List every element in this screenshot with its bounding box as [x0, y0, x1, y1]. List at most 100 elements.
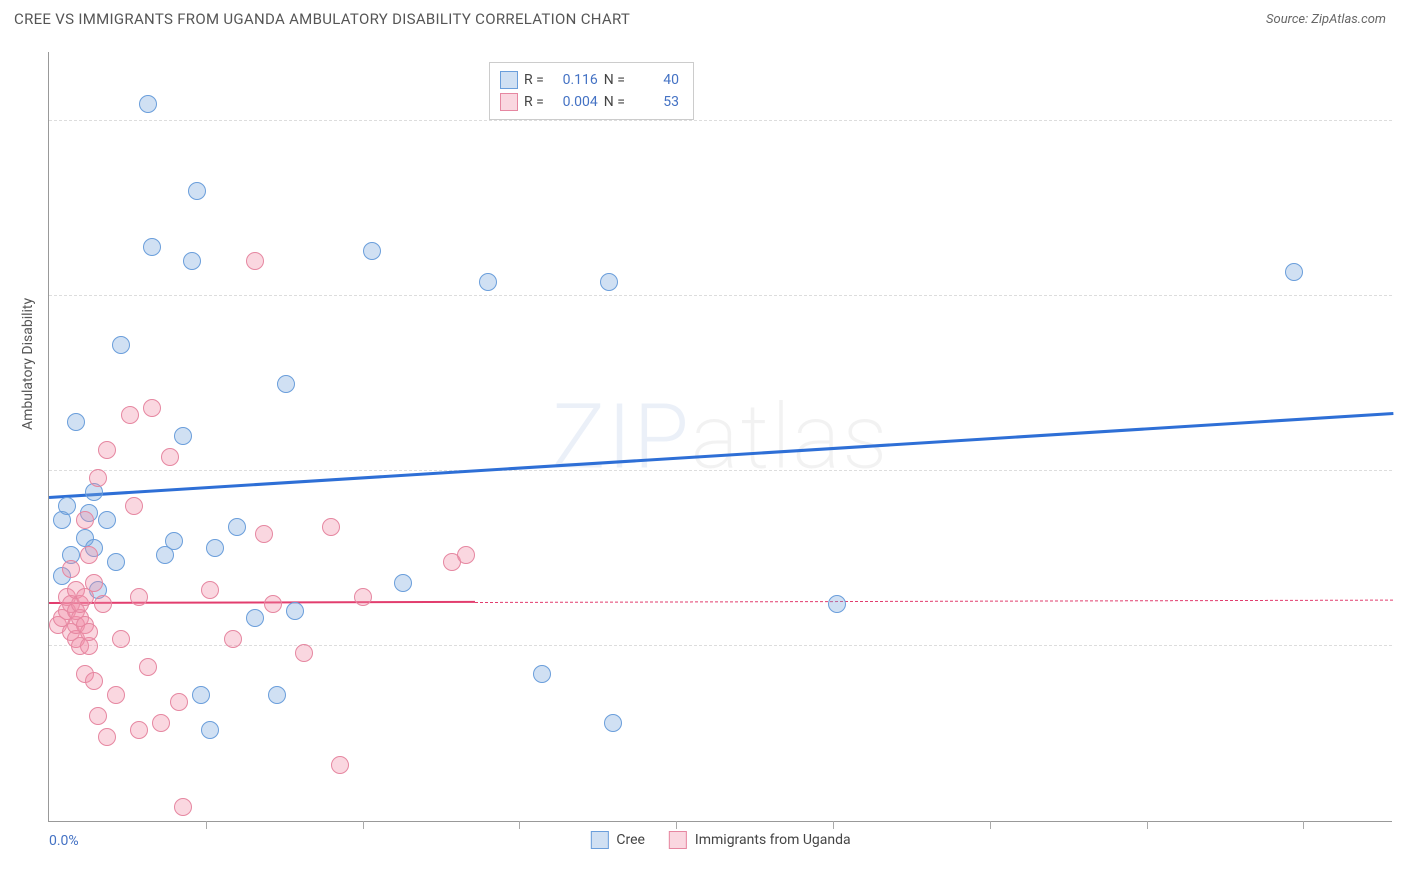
legend-swatch-cree [500, 71, 518, 89]
legend-item-uganda: Immigrants from Uganda [669, 831, 851, 849]
data-point [246, 252, 264, 270]
x-tick [363, 821, 364, 829]
legend-swatch-uganda [669, 831, 687, 849]
data-point [394, 574, 412, 592]
data-point [268, 686, 286, 704]
data-point [457, 546, 475, 564]
data-point [152, 714, 170, 732]
data-point [98, 511, 116, 529]
data-point [286, 602, 304, 620]
source-label: Source: ZipAtlas.com [1266, 12, 1386, 27]
data-point [1285, 263, 1303, 281]
data-point [183, 252, 201, 270]
data-point [174, 427, 192, 445]
data-point [206, 539, 224, 557]
data-point [107, 686, 125, 704]
data-point [98, 441, 116, 459]
chart-plot-area: ZIPatlas R = 0.116 N = 40 R = 0.004 N = … [48, 52, 1392, 822]
data-point [112, 336, 130, 354]
legend-swatch-uganda [500, 93, 518, 111]
data-point [130, 588, 148, 606]
data-point [58, 497, 76, 515]
data-point [224, 630, 242, 648]
legend-n-value-uganda: 53 [631, 94, 679, 110]
data-point [165, 532, 183, 550]
data-point [192, 686, 210, 704]
data-point [67, 413, 85, 431]
data-point [533, 665, 551, 683]
legend-n-label: N = [604, 94, 625, 110]
data-point [85, 672, 103, 690]
legend-r-label: R = [524, 94, 544, 110]
data-point [139, 658, 157, 676]
legend-stats: R = 0.116 N = 40 R = 0.004 N = 53 [489, 62, 694, 120]
data-point [85, 574, 103, 592]
data-point [255, 525, 273, 543]
plot-canvas: 5.0%10.0%15.0%20.0% [49, 52, 1392, 821]
gridline [49, 295, 1392, 296]
legend-r-value-cree: 0.116 [550, 72, 598, 88]
legend-n-value-cree: 40 [631, 72, 679, 88]
data-point [188, 182, 206, 200]
data-point [828, 595, 846, 613]
data-point [170, 693, 188, 711]
data-point [121, 406, 139, 424]
legend-swatch-cree [590, 831, 608, 849]
legend-stats-row: R = 0.116 N = 40 [500, 69, 679, 91]
data-point [600, 273, 618, 291]
legend-label-cree: Cree [616, 832, 645, 848]
data-point [264, 595, 282, 613]
data-point [80, 623, 98, 641]
data-point [322, 518, 340, 536]
data-point [94, 595, 112, 613]
data-point [354, 588, 372, 606]
x-tick [990, 821, 991, 829]
data-point [174, 798, 192, 816]
x-tick [833, 821, 834, 829]
data-point [62, 560, 80, 578]
data-point [201, 721, 219, 739]
data-point [130, 721, 148, 739]
trend-line [49, 412, 1393, 499]
data-point [479, 273, 497, 291]
legend-item-cree: Cree [590, 831, 645, 849]
data-point [89, 707, 107, 725]
x-tick [206, 821, 207, 829]
data-point [139, 95, 157, 113]
data-point [295, 644, 313, 662]
data-point [76, 511, 94, 529]
data-point [89, 469, 107, 487]
x-tick [519, 821, 520, 829]
data-point [80, 546, 98, 564]
data-point [143, 238, 161, 256]
chart-title: CREE VS IMMIGRANTS FROM UGANDA AMBULATOR… [14, 10, 630, 28]
data-point [246, 609, 264, 627]
gridline [49, 120, 1392, 121]
data-point [98, 728, 116, 746]
data-point [363, 242, 381, 260]
data-point [125, 497, 143, 515]
x-tick [1303, 821, 1304, 829]
gridline [49, 470, 1392, 471]
x-tick [1147, 821, 1148, 829]
legend-series: Cree Immigrants from Uganda [590, 831, 850, 849]
data-point [143, 399, 161, 417]
legend-r-value-uganda: 0.004 [550, 94, 598, 110]
gridline [49, 645, 1392, 646]
data-point [107, 553, 125, 571]
data-point [277, 375, 295, 393]
data-point [331, 756, 349, 774]
legend-r-label: R = [524, 72, 544, 88]
data-point [604, 714, 622, 732]
data-point [112, 630, 130, 648]
trend-line [475, 600, 1393, 603]
legend-label-uganda: Immigrants from Uganda [695, 832, 851, 848]
data-point [201, 581, 219, 599]
data-point [161, 448, 179, 466]
y-axis-title: Ambulatory Disability [20, 298, 36, 430]
legend-stats-row: R = 0.004 N = 53 [500, 91, 679, 113]
trend-line [49, 601, 475, 604]
x-tick [676, 821, 677, 829]
data-point [228, 518, 246, 536]
x-axis-min-label: 0.0% [49, 833, 79, 849]
